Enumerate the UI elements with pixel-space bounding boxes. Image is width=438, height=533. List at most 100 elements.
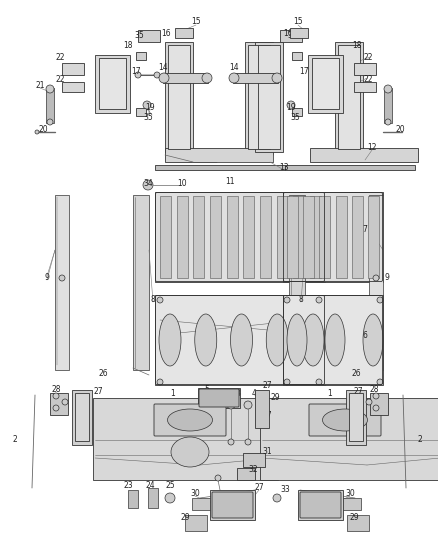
Bar [310, 148, 418, 162]
Text: 28: 28 [369, 385, 379, 394]
Circle shape [384, 85, 392, 93]
Bar [283, 295, 383, 385]
Circle shape [165, 493, 175, 503]
Circle shape [259, 392, 265, 398]
Text: 27: 27 [353, 414, 363, 423]
Circle shape [353, 418, 360, 425]
Text: 6: 6 [363, 330, 367, 340]
Text: 26: 26 [98, 369, 108, 378]
Circle shape [244, 401, 252, 409]
Circle shape [227, 401, 235, 409]
Text: 3: 3 [236, 389, 240, 398]
Bar [352, 196, 363, 278]
Bar [99, 58, 126, 109]
FancyBboxPatch shape [212, 492, 253, 518]
Bar [160, 196, 171, 278]
Bar [248, 45, 270, 149]
Text: 1: 1 [328, 389, 332, 398]
Circle shape [353, 431, 360, 438]
Circle shape [59, 275, 65, 281]
Bar [298, 490, 343, 520]
Bar [283, 192, 383, 282]
Circle shape [287, 101, 295, 109]
Text: 17: 17 [131, 68, 141, 77]
Ellipse shape [159, 314, 181, 366]
Text: 18: 18 [352, 41, 362, 50]
Circle shape [377, 297, 383, 303]
Circle shape [53, 393, 59, 399]
Bar [368, 196, 379, 278]
Bar [93, 398, 278, 480]
Bar [95, 55, 130, 113]
Text: 9: 9 [45, 273, 49, 282]
Text: 9: 9 [385, 273, 389, 282]
FancyBboxPatch shape [199, 389, 239, 407]
Text: 34: 34 [143, 179, 153, 188]
Ellipse shape [195, 314, 217, 366]
Bar [308, 55, 343, 113]
Bar [72, 390, 92, 445]
Bar [292, 108, 302, 116]
Bar [198, 388, 240, 408]
Text: 21: 21 [35, 80, 45, 90]
FancyBboxPatch shape [309, 404, 381, 436]
Text: 10: 10 [177, 179, 187, 188]
Circle shape [272, 73, 282, 83]
Bar [347, 515, 369, 531]
Text: 18: 18 [123, 41, 133, 50]
Bar [260, 196, 271, 278]
Text: 2: 2 [417, 435, 422, 445]
Bar [354, 63, 376, 75]
Bar [155, 295, 325, 385]
Bar [136, 108, 146, 116]
Text: 27: 27 [254, 483, 264, 492]
Bar [210, 196, 221, 278]
Text: 19: 19 [286, 103, 296, 112]
Text: 17: 17 [299, 68, 309, 77]
Text: 22: 22 [363, 52, 373, 61]
Circle shape [366, 399, 372, 405]
Text: 35: 35 [290, 114, 300, 123]
Bar [369, 195, 383, 370]
Bar [303, 196, 314, 278]
Bar [177, 196, 187, 278]
Text: 7: 7 [363, 225, 367, 235]
Text: 29: 29 [349, 513, 359, 521]
Text: 13: 13 [279, 164, 289, 173]
Text: 33: 33 [280, 484, 290, 494]
Bar [133, 195, 149, 370]
Bar [136, 52, 146, 60]
Bar [312, 58, 339, 109]
Circle shape [157, 297, 163, 303]
Bar [185, 515, 207, 531]
Bar [260, 398, 438, 480]
Ellipse shape [171, 437, 209, 467]
Circle shape [259, 405, 265, 411]
Text: 35: 35 [143, 114, 153, 123]
Text: 30: 30 [190, 489, 200, 498]
Bar [285, 165, 415, 170]
Text: 29: 29 [270, 392, 280, 401]
Bar [237, 468, 255, 480]
Text: 30: 30 [345, 489, 355, 498]
Text: 22: 22 [363, 76, 373, 85]
Text: 24: 24 [145, 481, 155, 489]
Text: 16: 16 [161, 29, 171, 38]
Bar [50, 393, 68, 415]
Circle shape [373, 405, 379, 411]
Circle shape [78, 431, 85, 438]
Circle shape [259, 417, 265, 423]
Text: 19: 19 [145, 103, 155, 112]
Circle shape [373, 275, 379, 281]
Circle shape [143, 180, 153, 190]
Circle shape [78, 394, 85, 401]
Bar [384, 88, 392, 123]
Bar [245, 42, 273, 152]
Bar [280, 30, 302, 42]
Bar [243, 453, 265, 467]
Bar [349, 393, 363, 441]
Text: 8: 8 [299, 295, 304, 304]
Bar [346, 390, 366, 445]
Text: 35: 35 [134, 30, 144, 39]
Circle shape [215, 475, 221, 481]
